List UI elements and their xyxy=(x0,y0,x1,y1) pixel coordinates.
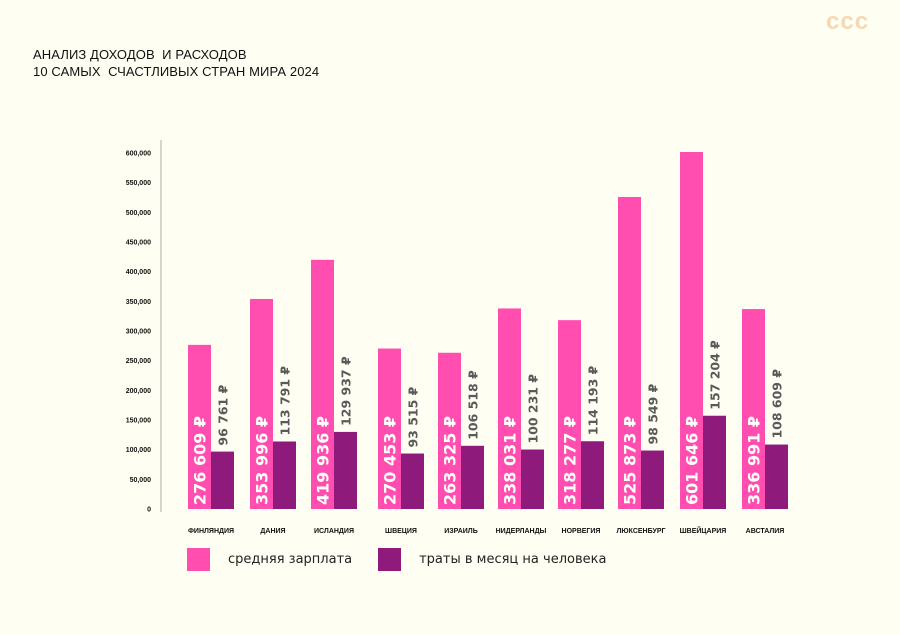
x-tick-label: ДАНИЯ xyxy=(260,528,285,535)
x-tick-label: ЛЮКСЕНБУРГ xyxy=(617,528,666,535)
data-label-salary: 353 996 ₽ xyxy=(253,416,272,505)
y-tick-label: 50,000 xyxy=(130,477,152,484)
bar-salary xyxy=(438,352,461,509)
data-label-salary: 338 031 ₽ xyxy=(501,416,520,505)
x-tick-label: ИЗРАИЛЬ xyxy=(444,528,478,535)
bar-spend xyxy=(581,441,604,509)
data-label-spend: 157 204 ₽ xyxy=(708,340,723,410)
data-label-spend: 106 518 ₽ xyxy=(466,370,481,440)
bar-salary xyxy=(250,298,273,509)
bar-salary xyxy=(311,259,334,509)
bar-spend xyxy=(273,441,296,509)
bar-spend xyxy=(401,453,424,509)
y-tick-label: 150,000 xyxy=(126,418,151,425)
y-tick-label: 550,000 xyxy=(126,180,151,187)
y-tick-label: 450,000 xyxy=(126,240,151,247)
y-tick-label: 100,000 xyxy=(126,447,151,454)
x-tick-label: ШВЕЦИЯ xyxy=(385,528,417,535)
bar-salary xyxy=(742,309,765,509)
bar-spend xyxy=(461,445,484,509)
bar-spend xyxy=(641,450,664,509)
x-tick-label: ИСЛАНДИЯ xyxy=(314,528,354,535)
data-label-salary: 336 991 ₽ xyxy=(745,416,764,505)
bar-spend xyxy=(211,451,234,509)
y-tick-label: 250,000 xyxy=(126,358,151,365)
bar-salary xyxy=(378,348,401,509)
data-label-salary: 318 277 ₽ xyxy=(561,416,580,505)
y-tick-label: 350,000 xyxy=(126,299,151,306)
bar-salary xyxy=(188,344,211,509)
y-tick-label: 400,000 xyxy=(126,269,151,276)
bar-spend xyxy=(703,415,726,509)
data-label-salary: 276 609 ₽ xyxy=(191,416,210,505)
bar-spend xyxy=(334,431,357,509)
bar-spend xyxy=(765,444,788,509)
data-label-salary: 419 936 ₽ xyxy=(314,416,333,505)
title-line-2: 10 САМЫХ СЧАСТЛИВЫХ СТРАН МИРА 2024 xyxy=(33,64,320,79)
bar-chart: 0 50,000 100,000 150,000 200,000 250,000 300,0… xyxy=(126,140,788,535)
y-tick-label: 0 xyxy=(147,507,151,514)
data-label-salary: 270 453 ₽ xyxy=(381,416,400,505)
legend: средняя зарплата траты в месяц на челове… xyxy=(187,548,632,571)
title-line-1: АНАЛИЗ ДОХОДОВ И РАСХОДОВ xyxy=(33,47,247,62)
data-label-salary: 601 646 ₽ xyxy=(683,416,702,505)
y-tick-label: 200,000 xyxy=(126,388,151,395)
bar-salary xyxy=(498,308,521,509)
data-label-spend: 113 791 ₽ xyxy=(278,366,293,436)
legend-item-salary: средняя зарплата xyxy=(187,548,352,571)
x-tick-label: ФИНЛЯНДИЯ xyxy=(188,528,234,535)
data-label-salary: 263 325 ₽ xyxy=(441,416,460,505)
bar-salary xyxy=(558,320,581,509)
y-tick-label: 300,000 xyxy=(126,329,151,336)
y-tick-label: 500,000 xyxy=(126,210,151,217)
x-tick-label: НИДЕРЛАНДЫ xyxy=(496,528,547,535)
bar-salary xyxy=(680,152,703,509)
x-tick-label: НОРВЕГИЯ xyxy=(562,528,601,535)
x-tick-label: ШВЕЙЦАРИЯ xyxy=(680,526,727,535)
brand-logo: ccc xyxy=(826,8,870,35)
legend-label-salary: средняя зарплата xyxy=(228,552,353,567)
data-label-spend: 108 609 ₽ xyxy=(770,369,785,439)
bar-salary xyxy=(618,196,641,509)
data-label-spend: 114 193 ₽ xyxy=(586,365,601,435)
legend-swatch-salary xyxy=(187,548,210,571)
bar-spend xyxy=(521,449,544,509)
legend-swatch-spend xyxy=(378,548,402,571)
legend-item-spend: траты в месяц на человека xyxy=(378,548,606,571)
legend-label-spend: траты в месяц на человека xyxy=(419,552,607,567)
data-label-spend: 129 937 ₽ xyxy=(339,356,354,426)
chart-title: АНАЛИЗ ДОХОДОВ И РАСХОДОВ 10 САМЫХ СЧАСТ… xyxy=(33,46,319,80)
data-label-spend: 100 231 ₽ xyxy=(526,374,541,444)
y-tick-label: 600,000 xyxy=(126,151,151,158)
x-tick-label: АВСТАЛИЯ xyxy=(746,528,785,535)
data-label-spend: 96 761 ₽ xyxy=(216,384,231,445)
data-label-salary: 525 873 ₽ xyxy=(621,416,640,505)
data-label-spend: 98 549 ₽ xyxy=(646,383,661,444)
data-label-spend: 93 515 ₽ xyxy=(406,386,421,447)
